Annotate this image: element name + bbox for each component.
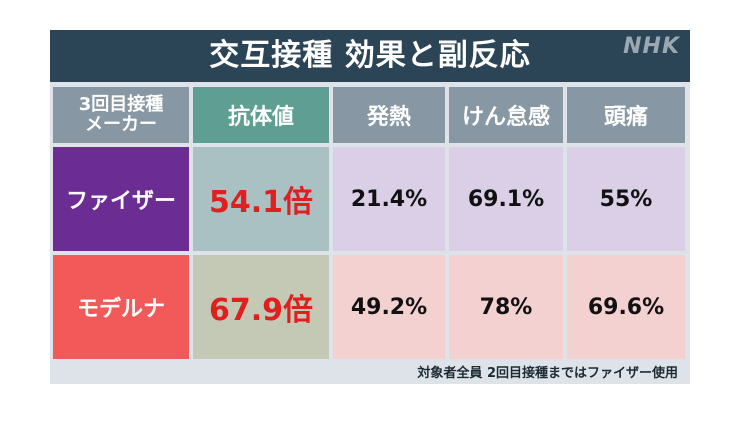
header-antibody: 抗体値 [193, 87, 329, 143]
moderna-fever: 49.2% [333, 255, 445, 359]
pfizer-antibody: 54.1倍 [193, 147, 329, 251]
moderna-headache: 69.6% [567, 255, 685, 359]
header-maker-line2: メーカー [85, 114, 157, 135]
footnote: 対象者全員 2回目接種まではファイザー使用 [417, 366, 678, 381]
pfizer-headache: 55% [567, 147, 685, 251]
header-headache: 頭痛 [567, 87, 685, 143]
header-fatigue: けん怠感 [449, 87, 563, 143]
header-fever: 発熱 [333, 87, 445, 143]
header-maker-line1: 3回目接種 [78, 94, 164, 115]
header-maker: 3回目接種 メーカー [53, 87, 189, 143]
row-maker-moderna: モデルナ [53, 255, 189, 359]
infographic-panel: 交互接種 効果と副反応 NHK 3回目接種 メーカー 抗体値 発熱 けん怠感 頭… [50, 30, 690, 384]
nhk-logo: NHK [623, 34, 680, 59]
row-maker-pfizer: ファイザー [53, 147, 189, 251]
moderna-antibody: 67.9倍 [193, 255, 329, 359]
pfizer-fever: 21.4% [333, 147, 445, 251]
pfizer-fatigue: 69.1% [449, 147, 563, 251]
moderna-fatigue: 78% [449, 255, 563, 359]
title-bar: 交互接種 効果と副反応 NHK [50, 30, 690, 82]
page-title: 交互接種 効果と副反応 [209, 38, 531, 73]
